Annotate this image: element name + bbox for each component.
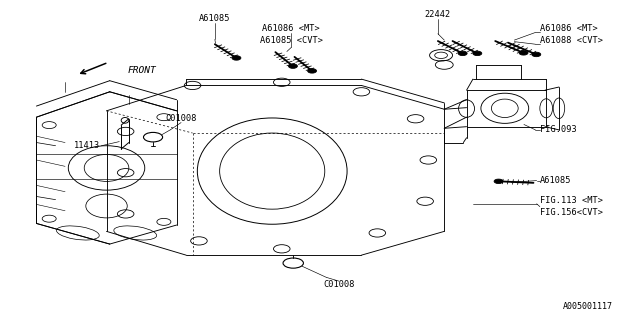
Text: FRONT: FRONT [127,66,156,75]
Text: A61085: A61085 [540,176,572,185]
Circle shape [532,52,541,57]
Text: C01008: C01008 [165,114,197,123]
Text: A005001117: A005001117 [563,302,612,311]
Text: A61085: A61085 [199,14,230,23]
Circle shape [519,51,528,55]
Text: 22442: 22442 [425,10,451,19]
Text: A61085 <CVT>: A61085 <CVT> [260,36,323,44]
Circle shape [289,64,298,68]
Text: C01008: C01008 [323,280,355,289]
Text: A61086 <MT>: A61086 <MT> [262,24,320,33]
Text: FIG.113 <MT>: FIG.113 <MT> [540,196,603,205]
Circle shape [494,179,503,184]
Text: FIG.156<CVT>: FIG.156<CVT> [540,208,603,217]
Text: 11413: 11413 [74,141,100,150]
Text: A61088 <CVT>: A61088 <CVT> [540,36,603,44]
Circle shape [458,51,467,56]
Circle shape [308,69,317,73]
Circle shape [232,56,241,60]
Text: FIG.093: FIG.093 [540,125,577,134]
Text: A61086 <MT>: A61086 <MT> [540,24,598,33]
Circle shape [473,51,482,56]
